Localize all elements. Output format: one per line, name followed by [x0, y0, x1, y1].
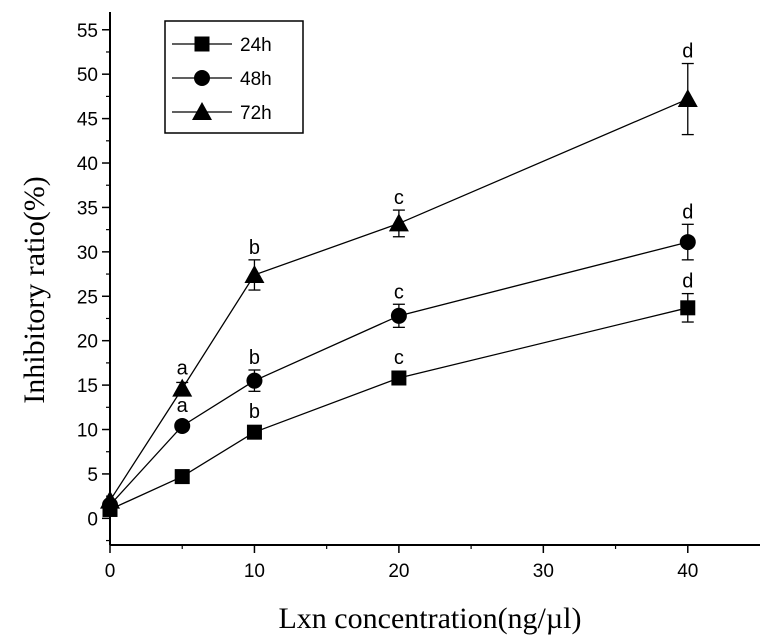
marker-circle: [174, 417, 191, 434]
marker-triangle: [677, 89, 698, 108]
y-tick-label: 10: [77, 421, 98, 442]
significance-label: b: [249, 347, 260, 369]
significance-label: a: [177, 395, 189, 417]
y-tick-label: 30: [77, 243, 98, 264]
legend-entry-48h: 48h: [240, 69, 272, 90]
y-tick-label: 40: [77, 154, 98, 175]
marker-triangle: [192, 102, 212, 120]
legend-entry-24h: 24h: [240, 35, 272, 56]
x-tick-label: 20: [388, 561, 409, 582]
significance-label: d: [682, 201, 693, 223]
y-tick-label: 0: [87, 509, 98, 530]
marker-square: [680, 300, 696, 316]
x-tick-label: 30: [533, 561, 554, 582]
y-tick-label: 35: [77, 198, 98, 219]
significance-label: c: [394, 281, 404, 303]
legend: 24h 48h 72h: [164, 20, 304, 134]
marker-circle: [246, 372, 263, 389]
y-tick-label: 15: [77, 376, 98, 397]
y-tick-label: 20: [77, 332, 98, 353]
marker-circle: [390, 307, 407, 324]
series-line: [109, 307, 688, 511]
y-tick-label: 45: [77, 110, 98, 131]
significance-label: d: [682, 271, 693, 293]
y-tick-label: 50: [77, 65, 98, 86]
y-tick-label: 55: [77, 21, 98, 42]
series-48h: a b c d: [102, 201, 696, 514]
x-tick-label: 10: [244, 561, 265, 582]
marker-circle: [679, 234, 696, 251]
marker-square: [174, 469, 190, 485]
significance-label: a: [177, 358, 189, 380]
x-tick-label: 0: [105, 561, 116, 582]
y-axis-title: Inhibitory ratio(%): [18, 176, 51, 403]
marker-square: [194, 36, 210, 52]
legend-entry-72h: 72h: [240, 103, 272, 124]
y-tick-label: 5: [87, 465, 98, 486]
marker-triangle: [388, 213, 409, 232]
marker-triangle: [244, 264, 265, 283]
marker-circle: [194, 70, 210, 86]
marker-square: [391, 370, 407, 386]
series-layer: b c d a b c d a b c d: [100, 41, 698, 517]
x-axis-title: Lxn concentration(ng/µl): [278, 602, 581, 635]
marker-triangle: [172, 378, 193, 397]
axes: 0 5 10 15 20 25 30 35 40 45 50 55 0 10 20 30 40: [77, 12, 760, 582]
marker-triangle: [100, 490, 120, 509]
significance-label: b: [249, 401, 260, 423]
significance-label: c: [394, 347, 404, 369]
y-tick-label: 25: [77, 287, 98, 308]
legend-box: [164, 20, 304, 134]
significance-label: d: [682, 41, 693, 63]
marker-square: [246, 424, 262, 440]
significance-label: c: [394, 187, 404, 209]
significance-label: b: [249, 237, 260, 259]
x-tick-label: 40: [677, 561, 698, 582]
series-72h: a b c d: [100, 41, 698, 509]
